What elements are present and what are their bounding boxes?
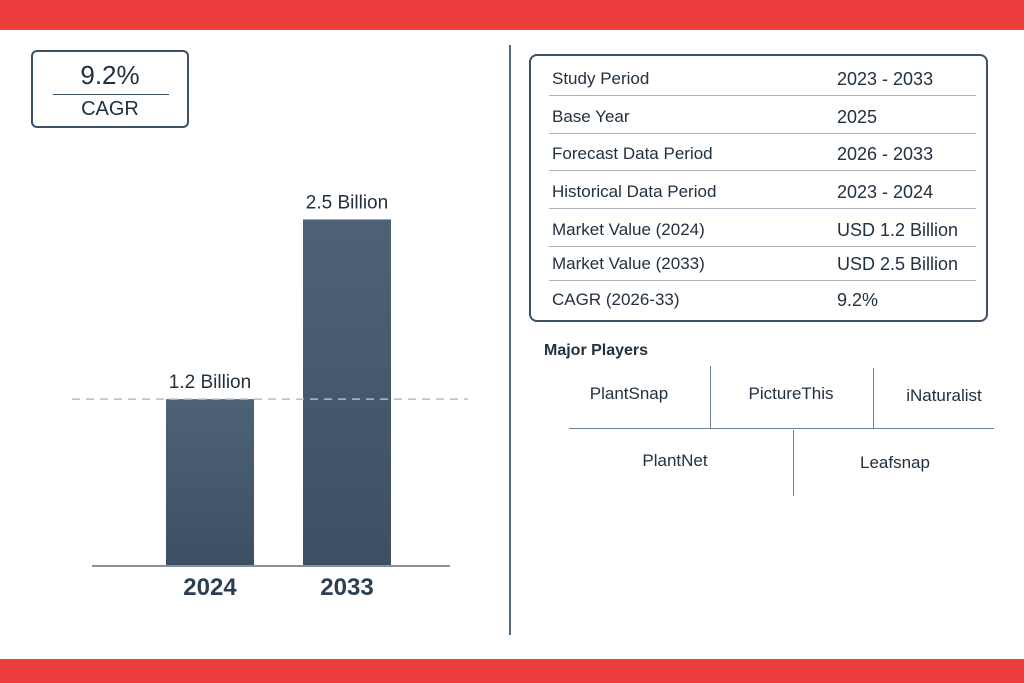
cagr-value: 9.2% [80,60,140,90]
table-row-key: Historical Data Period [552,182,717,201]
players-divider [793,430,794,496]
row-divider [549,170,976,171]
table-row-key: Study Period [552,69,650,88]
row-divider [549,280,976,281]
table-row: Base Year 2025 [549,98,976,134]
vertical-divider [509,45,511,635]
table-row: Market Value (2033) USD 2.5 Billion [549,245,976,281]
player-name: Leafsnap [860,453,930,472]
bar-data-label: 1.2 Billion [169,372,251,393]
bottom-accent-band [0,659,1024,683]
market-value-bar-chart: 1.2 Billion 2024 2.5 Billion 2033 [72,192,468,601]
table-row-value: 2023 - 2033 [837,69,934,89]
bar-2033 [303,219,391,565]
players-divider [710,366,711,428]
player-name: PlantNet [642,451,708,470]
cagr-label: CAGR [81,98,139,120]
table-row-value: 9.2% [837,290,879,310]
table-row-value: USD 2.5 Billion [837,254,959,274]
row-divider [549,208,976,209]
players-divider [873,368,874,428]
players-divider [569,428,994,429]
table-row-key: CAGR (2026-33) [552,290,680,309]
table-row-key: Market Value (2024) [552,220,705,239]
table-row: Market Value (2024) USD 1.2 Billion [549,211,976,247]
player-name: PictureThis [748,384,834,403]
table-row-key: Base Year [552,107,630,126]
player-name: iNaturalist [906,386,982,405]
cagr-summary-box: 9.2% CAGR [31,50,189,128]
major-players-title: Major Players [544,342,649,359]
row-divider [549,133,976,134]
bar-data-label: 2.5 Billion [306,192,388,213]
table-row-value: 2025 [837,107,878,127]
table-row: Study Period 2023 - 2033 [549,60,976,96]
table-row-value: 2023 - 2024 [837,182,934,202]
table-row-key: Forecast Data Period [552,144,713,163]
table-row: Historical Data Period 2023 - 2024 [549,173,976,209]
table-row-value: 2026 - 2033 [837,144,934,164]
market-info-table: Study Period 2023 - 2033 Base Year 2025 … [529,54,988,322]
table-row-key: Market Value (2033) [552,254,705,273]
player-name: PlantSnap [589,384,669,403]
x-tick-label: 2024 [183,574,237,601]
table-row: CAGR (2026-33) 9.2% [549,281,976,317]
table-row-value: USD 1.2 Billion [837,220,959,240]
row-divider [549,95,976,96]
row-divider [549,246,976,247]
table-row: Forecast Data Period 2026 - 2033 [549,135,976,171]
top-accent-band [0,0,1024,30]
cagr-divider [53,94,169,95]
x-tick-label: 2033 [320,574,373,601]
bar-2024 [166,399,254,565]
